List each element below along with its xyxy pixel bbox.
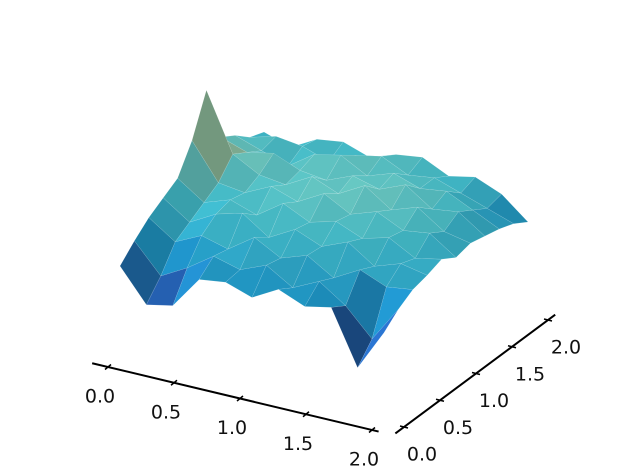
x-tick: [104, 363, 112, 371]
x-tick-label: 0.0: [85, 386, 115, 408]
y-tick-label: 0.0: [407, 444, 437, 466]
surface-patch: [414, 232, 457, 260]
y-tick: [507, 345, 517, 349]
y-tick: [471, 371, 481, 376]
y-tick: [399, 425, 409, 429]
x-tick-label: 1.0: [217, 417, 247, 439]
x-axis-line: [91, 362, 379, 433]
y-tick-label: 1.0: [479, 390, 509, 412]
x-tick-label: 0.5: [151, 401, 181, 423]
x-tick: [170, 379, 178, 386]
surface-patch: [357, 309, 399, 368]
surface-patch: [457, 209, 500, 237]
x-tick: [368, 426, 376, 434]
surface-patch: [429, 231, 471, 258]
x-tick-label: 1.5: [283, 433, 313, 455]
x-tick: [302, 411, 310, 418]
y-tick: [543, 318, 553, 322]
surface-patch: [486, 193, 529, 224]
y-tick-label: 1.5: [515, 363, 545, 385]
x-tick: [236, 395, 244, 402]
y-tick-label: 0.5: [443, 417, 473, 439]
y-tick: [435, 398, 445, 402]
y-tick-label: 2.0: [551, 337, 581, 359]
x-tick-label: 2.0: [349, 449, 379, 471]
